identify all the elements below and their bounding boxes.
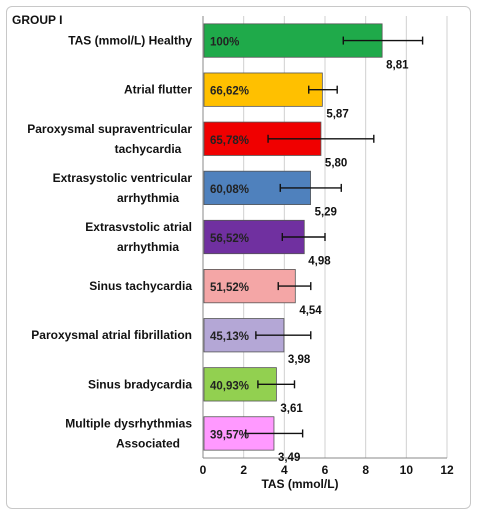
category-label: Associated <box>116 436 180 450</box>
category-label: arrhythmia <box>117 191 179 205</box>
bar-value-label: 4,54 <box>299 305 322 317</box>
category-label: Paroxysmal supraventricular <box>27 122 192 136</box>
bar-value-label: 8,81 <box>386 59 409 71</box>
bar-value-label: 3,49 <box>278 452 300 464</box>
category-label: Sinus tachycardia <box>89 279 192 293</box>
x-tick-label: 2 <box>240 463 247 477</box>
bar-percent-label: 40,93% <box>210 380 249 392</box>
bar-percent-label: 65,78% <box>210 135 249 147</box>
category-label: Extrasvstolic atrial <box>85 220 192 234</box>
x-tick-label: 0 <box>200 463 207 477</box>
category-label: tachycardia <box>115 142 182 156</box>
x-axis-title: TAS (mmol/L) <box>261 477 338 491</box>
category-label: Multiple dysrhythmias <box>65 416 192 430</box>
x-tick-label: 4 <box>281 463 288 477</box>
bar-value-label: 3,98 <box>288 354 311 366</box>
x-tick-label: 12 <box>440 463 454 477</box>
bar-percent-label: 51,52% <box>210 282 249 294</box>
bar-percent-label: 56,52% <box>210 233 249 245</box>
x-tick-label: 10 <box>400 463 414 477</box>
bars <box>203 23 424 451</box>
bar-percent-label: 39,57% <box>210 429 249 441</box>
x-tick-label: 8 <box>362 463 369 477</box>
bar-value-label: 4,98 <box>308 256 331 268</box>
labels: 100% 8,81 TAS (mmol/L) Healthy 66,62% 5,87 At… <box>27 34 409 465</box>
category-label: arrhythmia <box>117 240 179 254</box>
category-label: Sinus bradycardia <box>88 377 192 391</box>
category-label: TAS (mmol/L) Healthy <box>68 34 192 48</box>
bar-percent-label: 66,62% <box>210 86 249 98</box>
bar-percent-label: 100% <box>210 37 239 49</box>
category-label: Atrial flutter <box>124 83 192 97</box>
category-label: Paroxysmal atrial fibrillation <box>31 328 192 342</box>
group-label: GROUP I <box>12 13 63 27</box>
bar-percent-label: 45,13% <box>210 331 249 343</box>
bar-value-label: 5,29 <box>315 207 337 219</box>
category-label: Extrasystolic ventricular <box>53 171 193 185</box>
bar-value-label: 5,87 <box>326 108 348 120</box>
bar-percent-label: 60,08% <box>210 184 249 196</box>
axes: 0 2 4 6 8 10 12 <box>200 16 454 477</box>
bar-value-label: 5,80 <box>325 157 347 169</box>
bar-value-label: 3,61 <box>280 403 303 415</box>
x-tick-label: 6 <box>322 463 329 477</box>
